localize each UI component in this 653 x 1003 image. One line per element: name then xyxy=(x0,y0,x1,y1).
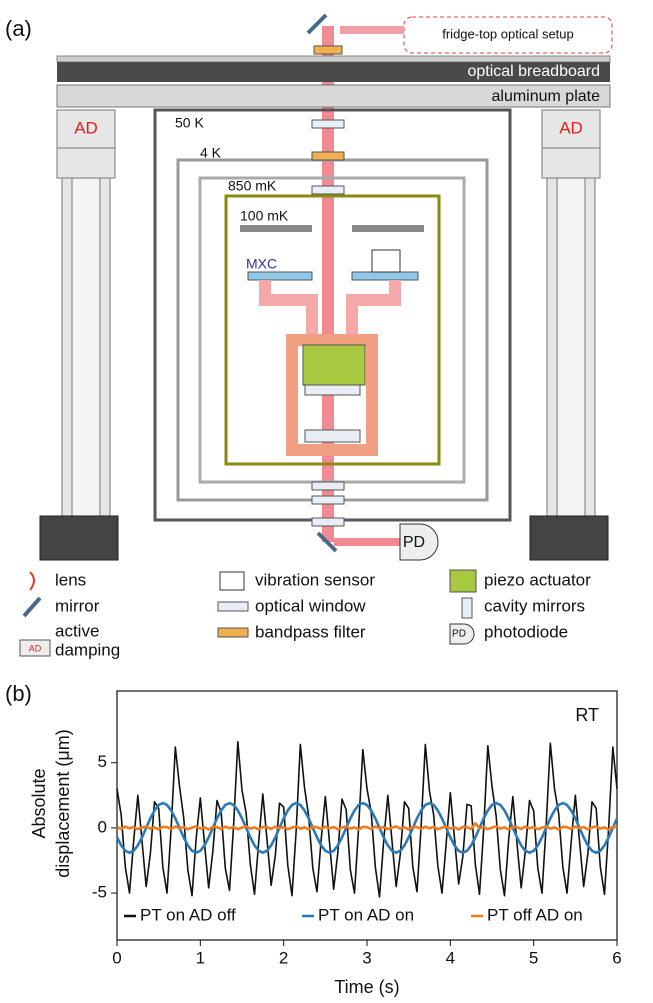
plate-label: aluminum plate xyxy=(492,88,601,105)
annotation: RT xyxy=(575,705,599,725)
legend-label: cavity mirrors xyxy=(484,596,585,615)
beam xyxy=(334,538,402,546)
legend-label: active xyxy=(55,621,99,640)
x-tick-label: 6 xyxy=(612,948,621,967)
legend-label: mirror xyxy=(55,596,100,615)
sensor-icon xyxy=(220,572,244,590)
damper-icon-label: AD xyxy=(29,643,42,653)
setup-label: fridge-top optical setup xyxy=(442,26,574,41)
series-line xyxy=(117,823,617,829)
legend-label: optical window xyxy=(255,596,366,615)
figure: (a) fridge-top optical setup optical bre… xyxy=(0,0,653,1003)
stage-label: 850 mK xyxy=(228,178,277,194)
legend-label: photodiode xyxy=(484,622,568,641)
legend-label: lens xyxy=(55,570,86,589)
cavity-icon xyxy=(462,598,472,618)
stage-label: 4 K xyxy=(200,145,222,161)
lens-icon xyxy=(30,572,34,590)
vibration-sensor xyxy=(372,250,400,272)
pd-icon-label: PD xyxy=(452,629,466,640)
legend-label: PT on AD off xyxy=(140,905,236,924)
stage-label: 50 K xyxy=(175,115,204,131)
legend-label: PT on AD on xyxy=(318,905,414,924)
y-tick-label: 0 xyxy=(98,817,107,836)
breadboard-label: optical breadboard xyxy=(467,63,600,80)
damper-label: AD xyxy=(74,118,98,137)
cavity-mirror xyxy=(305,430,360,442)
piezo xyxy=(303,345,365,385)
panel-label: (a) xyxy=(5,16,32,41)
series-line xyxy=(117,742,617,897)
mxc-plate xyxy=(248,272,312,280)
stage-label: 100 mK xyxy=(240,208,289,224)
y-axis-label: Absolute xyxy=(29,768,49,838)
x-tick-label: 2 xyxy=(279,948,288,967)
legend-label: bandpass filter xyxy=(255,622,366,641)
y-tick-label: 5 xyxy=(98,752,107,771)
y-tick-label: -5 xyxy=(92,883,107,902)
pd-label: PD xyxy=(403,534,425,551)
plate-100mk xyxy=(240,225,312,232)
right-leg xyxy=(530,110,608,560)
plate-top xyxy=(57,56,610,62)
left-leg xyxy=(40,110,118,560)
filter xyxy=(312,152,344,160)
stage-label: MXC xyxy=(246,256,277,272)
body: (a) fridge-top optical setup optical bre… xyxy=(0,0,653,1003)
plate-100mk xyxy=(352,225,424,232)
panel-label: (b) xyxy=(5,681,32,706)
x-tick-label: 5 xyxy=(529,948,538,967)
cavity-mirror xyxy=(305,385,360,395)
piezo-icon xyxy=(450,570,476,592)
damper-label: AD xyxy=(559,118,583,137)
filter-icon xyxy=(218,628,248,637)
x-tick-label: 0 xyxy=(112,948,121,967)
x-axis-label: Time (s) xyxy=(334,977,399,997)
mirror-icon xyxy=(24,598,40,616)
legend-label: vibration sensor xyxy=(255,570,375,589)
legend-label: damping xyxy=(55,640,120,659)
page: Figure {"panel_a": {"label": "(a)", "set… xyxy=(0,0,653,1003)
x-tick-label: 4 xyxy=(446,948,455,967)
y-axis-label: displacement (μm) xyxy=(53,729,73,877)
x-tick-label: 3 xyxy=(362,948,371,967)
filter xyxy=(314,46,342,54)
x-tick-label: 1 xyxy=(196,948,205,967)
plot-frame xyxy=(117,691,617,940)
beam xyxy=(340,26,404,34)
legend-label: piezo actuator xyxy=(484,570,591,589)
legend-label: PT off AD on xyxy=(487,905,583,924)
mxc-plate xyxy=(352,272,418,280)
window-icon xyxy=(218,602,248,611)
